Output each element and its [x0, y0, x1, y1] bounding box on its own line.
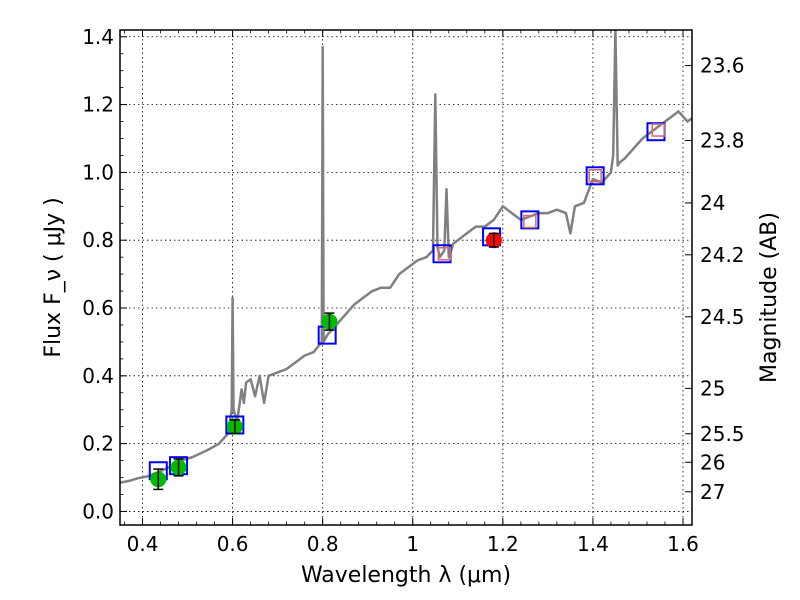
x-tick-label: 1: [406, 532, 419, 556]
x-tick-label: 1.4: [577, 532, 609, 556]
red-square-marker: [523, 214, 537, 229]
y-tick-label: 1.4: [82, 25, 114, 49]
y-tick-label: 1.2: [82, 93, 114, 117]
mag-tick-label: 24.5: [700, 305, 745, 329]
series: [120, 30, 692, 491]
x-axis-label: Wavelength λ (μm): [301, 563, 511, 588]
grid: [120, 30, 692, 525]
mag-tick-label: 24.2: [700, 243, 745, 267]
y-tick-label: 0.4: [82, 364, 114, 388]
x-tick-label: 1.2: [487, 532, 519, 556]
mag-tick-label: 25: [700, 376, 725, 400]
ticks: 0.4 0.6 0.8 1 1.2 1.4 1.6 0.0 0.2 0.4 0.6 0.8 1.0 1.2…: [82, 25, 744, 556]
y-tick-label: 0.0: [82, 499, 114, 523]
y-tick-label: 1.0: [82, 160, 114, 184]
mag-tick-label: 27: [700, 480, 725, 504]
x-tick-label: 1.6: [667, 532, 699, 556]
model-photometry-square: [520, 210, 540, 230]
y2-axis-label: Magnitude (AB): [757, 212, 782, 383]
sed-line: [120, 30, 692, 484]
y-tick-label: 0.2: [82, 432, 114, 456]
x-tick-label: 0.8: [307, 532, 339, 556]
y-tick-label: 0.8: [82, 228, 114, 252]
mag-tick-label: 23.6: [700, 54, 745, 78]
mag-tick-label: 26: [700, 450, 725, 474]
model-photometry-square: [585, 166, 605, 186]
x-tick-label: 0.4: [127, 532, 159, 556]
mag-tick-label: 25.5: [700, 422, 745, 446]
mag-tick-label: 24: [700, 191, 725, 215]
plot-frame: [119, 29, 693, 526]
y-axis-label: Flux F_ν ( μJy ): [41, 197, 66, 357]
x-tick-label: 0.6: [217, 532, 249, 556]
mag-tick-label: 23.8: [700, 129, 745, 153]
y-tick-label: 0.6: [82, 296, 114, 320]
red-square-marker: [437, 247, 452, 261]
red-square-marker: [651, 123, 665, 137]
red-square-marker: [588, 169, 602, 183]
